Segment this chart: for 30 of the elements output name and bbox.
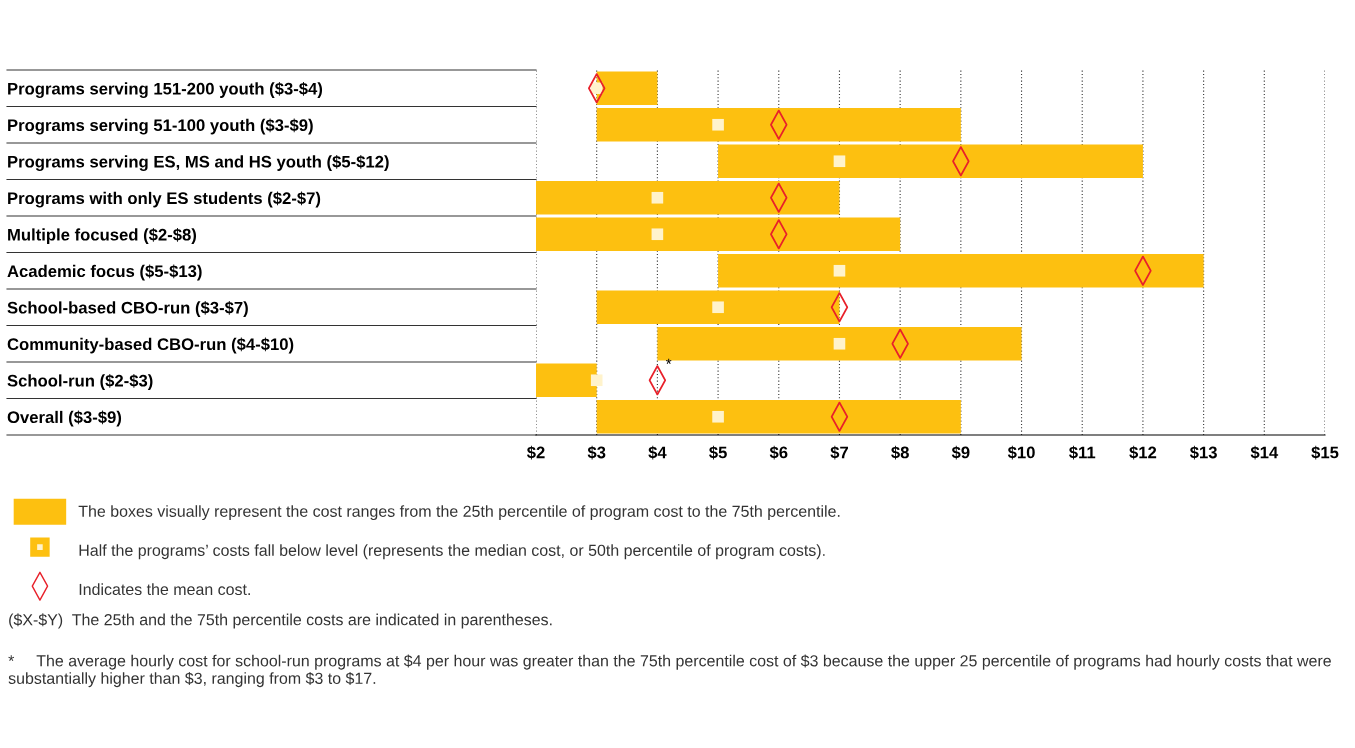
y-tick-label: School-run ($2-$3) [7, 374, 153, 390]
y-tick-label: Programs with only ES students ($2-$7) [8, 191, 321, 208]
y-tick-label: Programs serving ES, MS and HS youth ($5-$12) [8, 155, 389, 171]
x-tick-label: $2 [526, 445, 545, 460]
y-tick-label: School-based CBO-run ($3-$7) [7, 301, 248, 317]
x-tick-label: $3 [587, 445, 606, 460]
y-tick-label: Programs serving 51-100 youth ($3-$9) [8, 118, 313, 135]
legend-label: Indicates the mean cost. [79, 583, 250, 596]
x-tick-label: $12 [1129, 445, 1157, 460]
x-tick-label: $13 [1189, 445, 1217, 460]
x-tick-label: $11 [1069, 445, 1096, 460]
x-tick-label: $7 [830, 445, 848, 460]
annotation: * [665, 358, 672, 364]
text: ($X-$Y) The 25th and the 75th percentile costs are indicated in parentheses. [9, 613, 552, 629]
legend-label: Half the programs’ costs fall below level (represents the median cost, or 50th percentile of program costs). [79, 544, 825, 560]
y-tick-label: Academic focus ($5-$13) [7, 264, 202, 281]
y-tick-label: Community-based CBO-run ($4-$10) [7, 337, 294, 354]
y-tick-label: Programs serving 151-200 youth ($3-$4) [8, 82, 323, 98]
x-tick-label: $9 [951, 445, 970, 460]
x-tick-label: $6 [769, 445, 788, 460]
x-tick-label: $5 [709, 445, 727, 460]
x-tick-label: $4 [648, 445, 667, 460]
y-tick-label: Multiple focused ($2-$8) [8, 228, 197, 244]
x-tick-label: $14 [1250, 445, 1279, 460]
y-tick-label: Overall ($3-$9) [7, 410, 122, 427]
text: * The average hourly cost for school-run programs at $4 per hour was greater than the 75th percentile cost of $3 because the upper 25 percentile of programs had hourly costs that were substantially higher than $3, ranging from $3 to $17. [8, 654, 1331, 688]
x-tick-label: $15 [1311, 445, 1339, 460]
x-tick-label: $8 [891, 445, 909, 460]
legend-label: The boxes visually represent the cost ranges from the 25th percentile of program cost to the 75th percentile. [78, 505, 840, 521]
x-tick-label: $10 [1007, 445, 1035, 460]
